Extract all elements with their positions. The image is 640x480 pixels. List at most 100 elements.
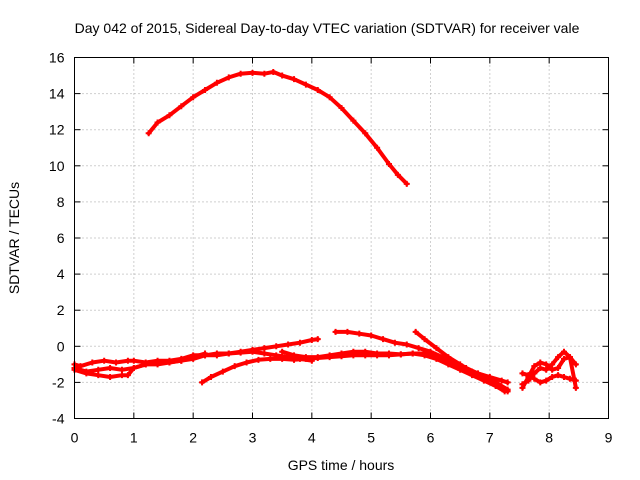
chart-title: Day 042 of 2015, Sidereal Day-to-day VTE… bbox=[75, 20, 580, 36]
data-point bbox=[225, 350, 232, 357]
data-point bbox=[249, 69, 256, 76]
data-point bbox=[380, 336, 387, 343]
data-point bbox=[555, 372, 562, 379]
data-point bbox=[296, 339, 303, 346]
data-point bbox=[279, 348, 286, 355]
data-point bbox=[113, 359, 120, 366]
data-point bbox=[270, 68, 277, 75]
data-point bbox=[403, 341, 410, 348]
data-point bbox=[445, 354, 452, 361]
data-point bbox=[394, 171, 401, 178]
data-point bbox=[326, 94, 333, 101]
data-point bbox=[279, 72, 286, 79]
data-point bbox=[302, 81, 309, 88]
data-point bbox=[409, 350, 416, 357]
data-point bbox=[415, 345, 422, 352]
data-point bbox=[561, 348, 567, 355]
data-point bbox=[537, 379, 544, 386]
data-point bbox=[249, 348, 256, 355]
data-point bbox=[243, 359, 250, 366]
data-point bbox=[326, 352, 333, 359]
x-tick-label: 4 bbox=[308, 430, 316, 446]
data-point bbox=[95, 366, 102, 373]
data-point bbox=[154, 359, 161, 366]
series-line bbox=[333, 329, 510, 385]
series-arc-g bbox=[412, 328, 508, 395]
data-point bbox=[403, 180, 410, 187]
data-point bbox=[344, 328, 351, 335]
x-tick-label: 5 bbox=[367, 430, 375, 446]
data-point bbox=[202, 350, 209, 357]
y-tick-label: -2 bbox=[52, 374, 65, 390]
data-point bbox=[368, 332, 375, 339]
data-point bbox=[101, 357, 108, 364]
data-point bbox=[543, 366, 550, 373]
data-point bbox=[486, 373, 493, 380]
data-point bbox=[231, 363, 238, 370]
data-point bbox=[285, 341, 292, 348]
data-point bbox=[118, 366, 125, 373]
y-tick-label: 2 bbox=[57, 302, 65, 318]
data-point bbox=[350, 117, 357, 124]
data-point bbox=[89, 359, 96, 366]
x-axis-label: GPS time / hours bbox=[288, 457, 395, 473]
data-point bbox=[566, 375, 573, 382]
data-point bbox=[350, 348, 357, 355]
x-tick-label: 8 bbox=[545, 430, 553, 446]
data-point bbox=[427, 348, 434, 355]
data-point bbox=[374, 144, 381, 151]
data-point bbox=[213, 352, 220, 359]
data-point bbox=[118, 372, 125, 379]
x-tick-label: 6 bbox=[427, 430, 435, 446]
y-tick-label: 8 bbox=[57, 194, 65, 210]
data-point bbox=[107, 373, 114, 380]
data-point bbox=[561, 373, 567, 380]
data-point bbox=[142, 361, 149, 368]
data-point bbox=[572, 384, 579, 391]
data-point bbox=[356, 330, 363, 337]
data-point bbox=[95, 372, 102, 379]
data-point bbox=[178, 103, 185, 110]
series-arc-d bbox=[199, 350, 511, 395]
data-point bbox=[332, 328, 339, 335]
data-point bbox=[273, 343, 280, 350]
data-point bbox=[397, 351, 404, 358]
data-point bbox=[549, 366, 556, 373]
data-point bbox=[107, 364, 114, 371]
data-point bbox=[261, 350, 268, 357]
data-point bbox=[498, 377, 505, 384]
y-tick-label: -4 bbox=[52, 411, 65, 427]
data-point bbox=[130, 364, 137, 371]
series-layer bbox=[71, 68, 579, 395]
data-point bbox=[572, 361, 579, 368]
series-line bbox=[146, 69, 409, 186]
y-tick-label: 6 bbox=[57, 230, 65, 246]
data-point bbox=[124, 357, 131, 364]
data-point bbox=[190, 354, 197, 361]
y-tick-label: 12 bbox=[49, 122, 65, 138]
data-point bbox=[267, 355, 274, 362]
x-tick-label: 7 bbox=[486, 430, 494, 446]
data-point bbox=[374, 350, 381, 357]
x-tick-label: 1 bbox=[130, 430, 138, 446]
data-point bbox=[537, 364, 544, 371]
data-point bbox=[561, 355, 567, 362]
data-point bbox=[314, 336, 321, 343]
data-point bbox=[166, 359, 173, 366]
data-point bbox=[362, 348, 369, 355]
data-point bbox=[543, 377, 550, 384]
data-point bbox=[338, 105, 345, 112]
data-point bbox=[190, 94, 197, 101]
data-point bbox=[261, 70, 268, 77]
data-point bbox=[308, 336, 315, 343]
data-point bbox=[213, 79, 220, 86]
data-point bbox=[225, 74, 232, 81]
series-arc-c bbox=[71, 350, 209, 375]
data-point bbox=[255, 356, 262, 363]
data-point bbox=[555, 354, 562, 361]
data-point bbox=[433, 345, 440, 352]
data-point bbox=[130, 357, 137, 364]
series-arc-high bbox=[145, 68, 410, 187]
